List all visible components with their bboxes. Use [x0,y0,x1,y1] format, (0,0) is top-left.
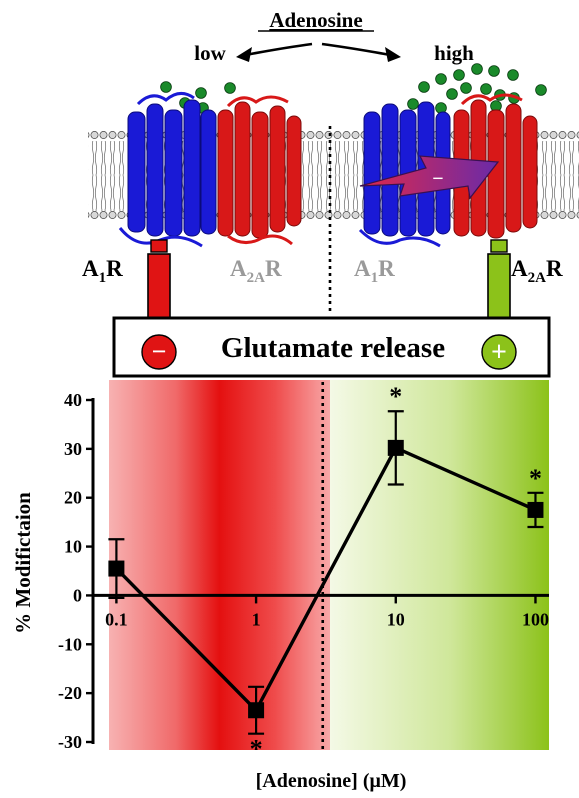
a2ar-label-right: A2AR [511,256,563,286]
adenosine-molecule-5 [418,81,430,93]
adenosine-molecule-15 [460,82,472,94]
x-tick-label-3: 100 [522,609,549,629]
modification-series: * * * [108,382,544,764]
left-heteromer [118,92,302,248]
a1r-label-left: A1R [82,256,123,286]
adenosine-molecules [160,63,547,114]
glutamate-release-box: Glutamate release − + [112,316,551,378]
high-arrow [321,42,397,58]
adenosine-molecule-16 [480,83,492,95]
adenosine-molecule-9 [488,65,500,77]
y-tick-label-0: 40 [64,390,82,410]
a1r-label-right: A1R [354,256,395,286]
y-ticks: 40 30 20 10 0 -10 -20 -30 [58,390,93,752]
adenosine-header: Adenosine low high [194,8,474,65]
y-tick-label-6: -20 [58,683,82,703]
adenosine-molecule-14 [446,88,458,100]
minus-symbol: − [152,337,167,366]
adenosine-molecule-7 [453,69,465,81]
x-ticks: 0.1 1 10 100 [105,595,549,629]
significance-marker-1: * [250,735,263,764]
a2ar-protein-left [217,95,302,246]
y-tick-label-1: 30 [64,439,82,459]
x-tick-label-1: 1 [252,609,261,629]
x-tick-label-2: 10 [387,609,405,629]
data-point-1 [248,702,265,719]
y-axis-label: % Modifictaion [11,492,35,634]
adenosine-molecule-10 [507,69,519,81]
interaction-sign: − [432,168,443,190]
x-axis-label: [Adenosine] (μM) [256,770,407,792]
adenosine-title: Adenosine [269,8,362,32]
low-label: low [194,41,226,65]
a1r-protein-left [118,92,217,248]
receptor-labels: A1R A2AR A1R A2AR [82,256,563,286]
minus-badge-icon [141,334,177,370]
glutamate-release-label: Glutamate release [221,332,445,364]
y-tick-label-5: -10 [58,634,82,654]
data-point-0 [108,560,125,577]
plus-symbol: + [491,337,507,368]
adenosine-molecule-2 [195,87,207,99]
series-line [115,445,537,714]
data-point-3 [527,501,544,518]
plus-badge-icon [481,334,517,370]
facilitation-zone [330,380,549,750]
inhibition-zone [109,380,330,750]
right-heteromer: − [358,93,538,248]
significance-marker-2: * [389,382,402,411]
y-tick-label-7: -30 [58,732,82,752]
adenosine-molecule-3 [224,82,236,94]
a2ar-label-left: A2AR [230,256,282,286]
adenosine-molecule-8 [471,63,483,75]
y-tick-label-3: 10 [64,537,82,557]
high-label: high [434,41,474,65]
adenosine-molecule-11 [535,84,547,96]
adenosine-molecule-12 [407,98,419,110]
x-tick-label-0: 0.1 [105,609,128,629]
significance-marker-3: * [529,464,542,493]
data-point-2 [387,439,404,456]
y-tick-label-2: 20 [64,488,82,508]
interaction-bolt-icon [359,155,500,200]
adenosine-molecule-6 [435,73,447,85]
adenosine-molecule-0 [160,81,172,93]
y-tick-label-4: 0 [73,585,82,605]
